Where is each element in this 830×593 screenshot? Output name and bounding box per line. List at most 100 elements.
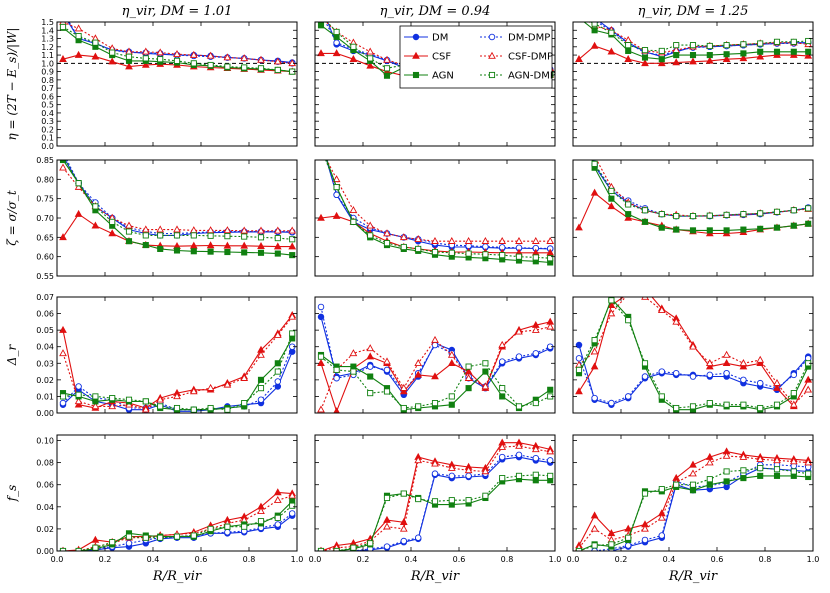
data-point-agn <box>757 48 764 55</box>
data-point-agn-dmp <box>689 481 697 488</box>
data-point-agn <box>773 472 781 479</box>
data-point-agn-dmp <box>689 403 697 410</box>
data-point-csf <box>273 488 282 496</box>
data-point-dm-dmp <box>624 393 632 400</box>
data-point-agn-dmp <box>257 385 265 392</box>
data-point-csf-dmp <box>349 206 358 214</box>
data-point-csf-dmp <box>257 226 265 234</box>
series-line-agn-dmp <box>321 474 551 551</box>
data-point-agn-dmp <box>608 29 615 36</box>
column-title: η_vir, DM = 0.94 <box>380 4 491 19</box>
series-line-csf-dmp <box>62 167 293 232</box>
data-point-csf <box>624 524 633 532</box>
data-point-agn <box>547 386 554 393</box>
data-point-dm-dmp <box>576 111 582 117</box>
data-point-agn-dmp <box>125 228 133 235</box>
data-point-csf <box>206 241 215 249</box>
data-point-agn <box>673 226 680 233</box>
y-tick-label: 1.1 <box>41 51 54 60</box>
data-point-agn-dmp <box>333 366 340 373</box>
data-point-csf-dmp <box>273 330 282 338</box>
panel: 0.0 0.2 0.4 0.6 0.8 1.0 <box>567 434 819 564</box>
data-point-csf <box>332 211 341 219</box>
data-point-dm-dmp <box>125 540 133 547</box>
data-point-agn-dmp <box>773 208 781 215</box>
data-point-agn <box>723 227 730 234</box>
data-point-agn <box>805 48 812 55</box>
data-point-csf-dmp <box>515 441 523 449</box>
y-tick-label: 0.02 <box>36 525 54 534</box>
x-axis-label: R/R_vir <box>152 569 202 584</box>
data-point-agn-dmp <box>673 404 680 412</box>
y-tick-label: 0.08 <box>36 459 54 468</box>
y-tick-label: 1.2 <box>41 43 54 52</box>
data-point-agn-dmp <box>367 540 374 547</box>
series-line-dm-dmp <box>596 22 809 56</box>
data-point-agn-dmp <box>92 203 99 210</box>
data-point-agn <box>257 249 265 256</box>
data-point-agn-dmp <box>190 406 197 413</box>
data-point-csf <box>414 370 423 378</box>
data-point-csf-dmp <box>173 225 181 233</box>
data-point-csf-dmp <box>624 35 633 43</box>
x-tick-label: 0.6 <box>711 555 724 564</box>
data-point-agn-dmp <box>109 395 116 402</box>
data-point-csf-dmp <box>464 236 473 244</box>
data-point-agn <box>723 51 730 58</box>
data-point-csf <box>91 221 100 229</box>
data-point-agn-dmp <box>431 498 439 505</box>
data-point-agn-dmp <box>706 400 713 407</box>
data-point-dm-dmp <box>498 358 506 365</box>
data-point-csf-dmp <box>108 402 117 410</box>
data-point-csf <box>74 400 83 408</box>
data-point-agn-dmp <box>740 467 747 474</box>
data-point-csf-dmp <box>739 452 748 460</box>
y-tick-label: 0.00 <box>36 547 54 556</box>
data-point-csf-dmp <box>189 50 198 58</box>
data-point-csf <box>141 60 150 68</box>
y-tick-label: 0.00 <box>36 409 54 418</box>
data-point-dm-dmp <box>75 383 82 390</box>
y-tick-label: 0.65 <box>36 233 54 242</box>
data-point-csf-dmp <box>515 327 523 335</box>
data-point-agn-dmp <box>383 388 391 395</box>
data-point-agn-dmp <box>224 233 231 240</box>
data-point-csf-dmp <box>257 350 265 358</box>
data-point-csf <box>91 52 100 60</box>
data-point-csf-dmp <box>447 350 456 358</box>
data-point-agn-dmp <box>190 232 197 239</box>
data-point-agn <box>790 48 797 55</box>
data-point-agn-dmp <box>125 396 133 403</box>
data-point-csf-dmp <box>722 350 731 358</box>
data-point-agn-dmp <box>173 404 181 412</box>
data-point-csf-dmp <box>789 400 798 408</box>
data-point-csf-dmp <box>464 373 473 381</box>
data-point-agn-dmp <box>92 544 99 551</box>
data-point-agn <box>317 22 325 29</box>
data-point-csf-dmp <box>414 235 423 243</box>
data-point-dm-dmp <box>641 373 649 380</box>
data-point-agn-dmp <box>274 66 281 73</box>
data-point-dm-dmp <box>546 457 554 464</box>
data-point-csf-dmp <box>546 322 555 330</box>
data-point-dm-dmp <box>658 368 666 375</box>
x-tick-label: 0.8 <box>759 555 772 564</box>
data-point-agn-dmp <box>75 391 82 398</box>
data-point-agn-dmp <box>723 401 730 408</box>
legend: DM DM-DMP CSF CSF-DMP AGN AGN-DMP <box>399 25 556 89</box>
x-tick-label: 0.0 <box>567 555 580 564</box>
data-point-csf-dmp <box>240 373 249 381</box>
panel <box>314 159 556 277</box>
data-point-agn-dmp <box>109 218 116 225</box>
data-point-agn-dmp <box>241 233 248 240</box>
data-point-csf <box>607 202 616 210</box>
data-point-csf <box>722 359 731 367</box>
data-point-agn-dmp <box>608 541 615 548</box>
legend-marker-agn-dmp <box>488 71 496 79</box>
data-point-csf-dmp <box>223 53 232 61</box>
data-point-dm-dmp <box>498 453 506 461</box>
data-point-agn-dmp <box>383 240 391 247</box>
panel: 0.00 0.01 0.02 0.03 0.04 0.05 0.06 0.07 <box>36 293 298 418</box>
data-point-agn-dmp <box>532 254 539 261</box>
y-tick-label: 0.07 <box>36 293 54 302</box>
